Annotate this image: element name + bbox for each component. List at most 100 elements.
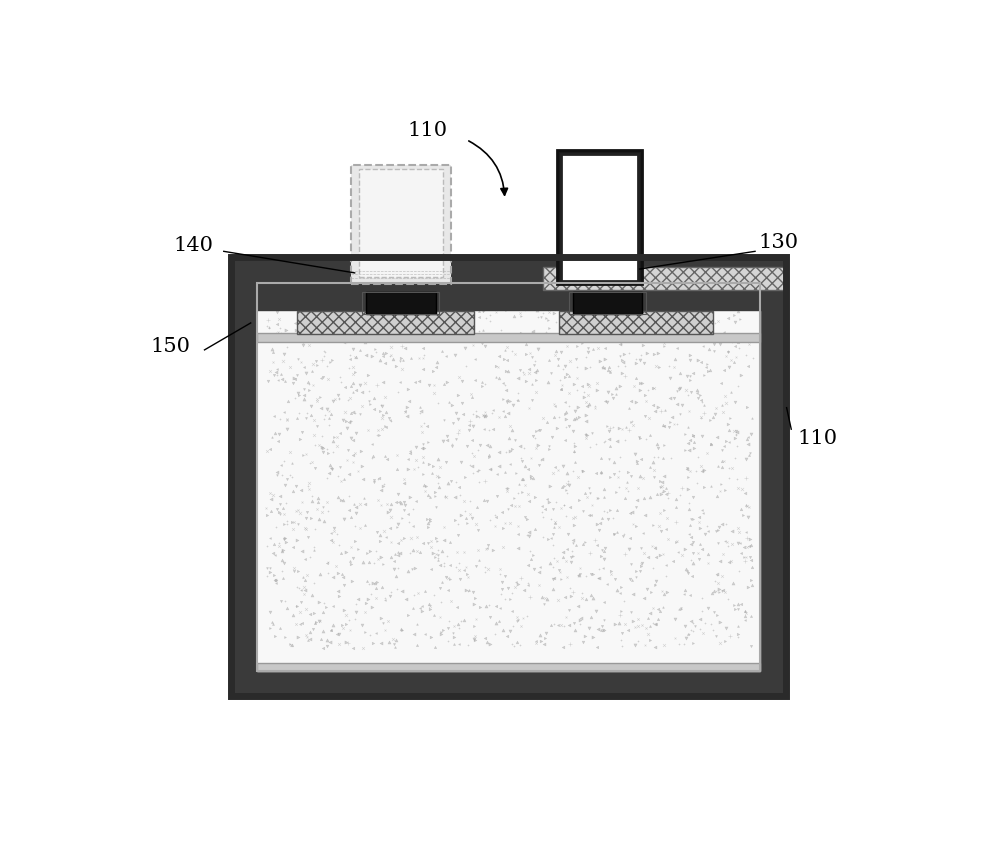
Point [636,547,652,561]
Point [279,413,295,427]
Point [388,633,404,647]
Point [453,508,469,522]
Point [415,362,431,376]
Point [613,633,629,646]
Point [605,511,621,525]
Point [342,554,358,568]
Point [330,469,346,483]
Point [469,465,485,479]
Point [570,599,586,613]
Point [467,372,483,386]
Point [680,388,696,401]
Point [291,406,307,419]
Point [361,394,377,407]
Point [509,635,525,649]
Point [420,488,436,502]
Point [368,544,384,558]
Point [285,295,301,309]
Point [289,533,305,547]
Point [634,377,650,390]
Point [428,532,444,545]
Point [276,454,292,467]
Point [680,420,696,434]
Point [398,591,414,605]
Point [680,627,696,640]
Point [457,503,473,517]
Point [591,523,607,537]
Point [648,360,664,373]
Point [405,543,421,556]
Point [640,325,656,339]
Point [500,502,516,515]
Point [585,630,601,644]
Point [499,393,515,407]
Point [670,545,686,559]
Point [646,347,662,360]
Point [488,359,504,372]
Point [695,506,711,520]
Point [712,337,728,351]
Point [417,627,433,641]
Point [633,348,649,362]
Point [347,446,363,460]
Point [693,412,709,425]
Point [546,396,562,410]
Point [314,330,330,344]
Point [625,614,641,627]
Point [470,523,486,537]
Point [711,583,727,597]
Point [709,568,725,582]
Point [610,360,626,373]
Point [705,410,721,424]
Point [293,484,309,497]
Point [321,411,337,425]
Point [269,305,285,318]
Point [667,327,683,341]
Point [700,601,716,615]
Point [557,360,573,373]
Point [339,330,355,344]
Point [555,545,571,559]
Point [714,293,730,306]
Point [278,496,294,510]
Point [582,486,598,500]
Point [460,570,476,584]
Point [306,540,322,554]
Point [415,341,431,354]
Point [608,485,624,499]
Point [601,452,617,466]
Point [549,421,565,435]
Point [512,364,528,377]
Point [261,321,277,335]
Point [368,591,384,604]
Point [498,383,514,397]
Point [476,410,492,424]
Point [346,497,362,511]
Point [298,628,314,642]
Point [693,460,709,473]
Point [648,574,664,588]
Point [296,389,312,402]
Point [697,616,713,630]
Point [382,330,398,344]
Point [692,612,708,626]
Point [316,301,332,315]
Point [545,467,561,480]
Point [488,510,504,524]
Point [685,546,701,560]
Point [354,324,370,337]
Point [505,620,521,633]
Point [609,583,625,597]
Point [683,554,699,568]
Point [629,454,645,467]
Point [399,409,415,423]
Point [320,446,336,460]
Point [272,621,288,634]
Point [362,544,378,558]
Point [717,534,733,548]
Point [298,305,314,318]
Point [682,348,698,362]
Point [603,564,619,578]
Point [445,323,461,336]
Point [558,420,574,434]
